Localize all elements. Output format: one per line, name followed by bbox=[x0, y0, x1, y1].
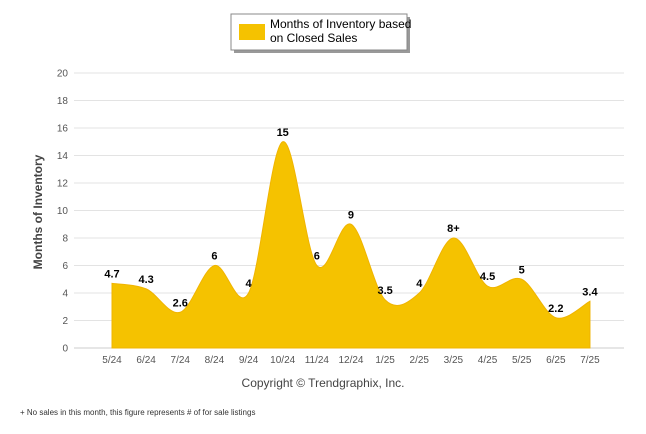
y-tick-label: 14 bbox=[57, 151, 69, 162]
data-label: 3.4 bbox=[582, 286, 598, 298]
y-axis-label: Months of Inventory bbox=[31, 154, 45, 269]
data-label: 4.7 bbox=[104, 268, 119, 280]
y-tick-label: 6 bbox=[62, 261, 68, 272]
data-label: 5 bbox=[519, 264, 525, 276]
data-label: 4.3 bbox=[138, 274, 153, 286]
y-tick-label: 10 bbox=[57, 206, 69, 217]
x-tick-label: 12/24 bbox=[338, 355, 363, 366]
area-series bbox=[111, 141, 591, 349]
area-fill bbox=[111, 141, 591, 349]
x-tick-label: 1/25 bbox=[375, 355, 395, 366]
y-tick-label: 18 bbox=[57, 96, 69, 107]
legend-label-line1: Months of Inventory based bbox=[270, 17, 411, 31]
data-label: 3.5 bbox=[377, 285, 392, 297]
data-label: 6 bbox=[314, 251, 320, 263]
legend: Months of Inventory based on Closed Sale… bbox=[230, 13, 411, 53]
x-tick-label: 6/25 bbox=[546, 355, 566, 366]
y-tick-label: 20 bbox=[57, 69, 69, 80]
x-tick-label: 5/24 bbox=[102, 355, 122, 366]
legend-swatch bbox=[239, 24, 265, 40]
data-label: 2.6 bbox=[173, 297, 188, 309]
y-tick-label: 2 bbox=[62, 316, 68, 327]
y-axis-ticks: 0 2 4 6 8 10 12 14 16 18 20 bbox=[57, 69, 69, 355]
x-tick-label: 7/24 bbox=[171, 355, 191, 366]
data-label: 9 bbox=[348, 209, 354, 221]
x-axis-ticks: 5/24 6/24 7/24 8/24 9/24 10/24 11/24 12/24 1/25 2… bbox=[102, 355, 600, 366]
data-labels: 4.7 4.3 2.6 6 4 15 6 9 3.5 4 8+ 4.5 5 2.2 3.4 bbox=[104, 127, 598, 315]
y-tick-label: 12 bbox=[57, 179, 69, 190]
data-label: 4 bbox=[245, 278, 252, 290]
legend-label-line2: on Closed Sales bbox=[270, 31, 357, 45]
x-tick-label: 5/25 bbox=[512, 355, 532, 366]
x-tick-label: 9/24 bbox=[239, 355, 259, 366]
x-tick-label: 10/24 bbox=[270, 355, 295, 366]
data-label: 4 bbox=[416, 278, 423, 290]
y-tick-label: 4 bbox=[62, 289, 68, 300]
x-tick-label: 6/24 bbox=[136, 355, 156, 366]
data-label: 15 bbox=[277, 127, 289, 139]
x-tick-label: 7/25 bbox=[580, 355, 600, 366]
data-label: 4.5 bbox=[480, 271, 495, 283]
x-tick-label: 3/25 bbox=[444, 355, 464, 366]
x-tick-label: 4/25 bbox=[478, 355, 498, 366]
y-tick-label: 8 bbox=[62, 234, 68, 245]
footnote-text: + No sales in this month, this figure re… bbox=[20, 408, 256, 417]
data-label: 8+ bbox=[447, 223, 460, 235]
data-label: 6 bbox=[211, 251, 217, 263]
x-tick-label: 2/25 bbox=[410, 355, 430, 366]
copyright-text: Copyright © Trendgraphix, Inc. bbox=[241, 376, 405, 390]
y-tick-label: 16 bbox=[57, 124, 69, 135]
data-label: 2.2 bbox=[548, 303, 563, 315]
x-tick-label: 8/24 bbox=[205, 355, 225, 366]
y-tick-label: 0 bbox=[62, 344, 68, 355]
x-tick-label: 11/24 bbox=[305, 355, 330, 366]
